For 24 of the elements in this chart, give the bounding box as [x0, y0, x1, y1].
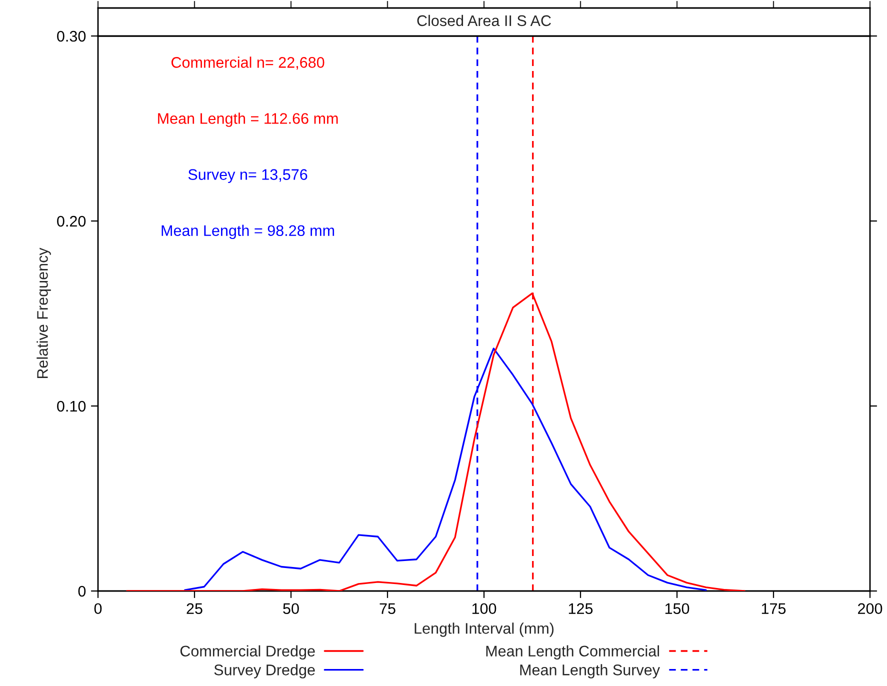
legend-label: Mean Length Survey — [520, 664, 660, 678]
x-tick-label: 175 — [762, 603, 786, 614]
x-tick-label: 0 — [94, 603, 102, 614]
annotation: Survey n= 13,576 — [188, 169, 308, 183]
y-tick-label: 0.30 — [57, 30, 86, 42]
x-tick-label: 200 — [858, 603, 882, 614]
legend-label: Mean Length Commercial — [486, 645, 659, 660]
x-tick-label: 25 — [186, 603, 202, 614]
x-tick-label: 50 — [283, 603, 299, 614]
y-tick-label: 0.20 — [57, 216, 86, 227]
annotation: Commercial n= 22,680 — [171, 56, 324, 70]
y-axis-title: Relative Frequency — [36, 248, 51, 378]
x-tick-label: 125 — [568, 603, 593, 614]
chart-title: Closed Area II S AC — [417, 14, 551, 26]
legend-label: Commercial Dredge — [180, 645, 315, 660]
x-axis-title: Length Interval (mm) — [414, 622, 554, 637]
x-tick-label: 150 — [665, 603, 690, 614]
x-tick-label: 100 — [472, 603, 496, 614]
y-tick-label: 0 — [78, 586, 86, 597]
y-tick-label: 0.10 — [57, 400, 86, 412]
x-tick-label: 75 — [380, 603, 396, 614]
annotation: Mean Length = 98.28 mm — [162, 224, 334, 240]
annotation: Mean Length = 112.66 mm — [158, 112, 338, 127]
legend-label: Survey Dredge — [214, 664, 315, 678]
